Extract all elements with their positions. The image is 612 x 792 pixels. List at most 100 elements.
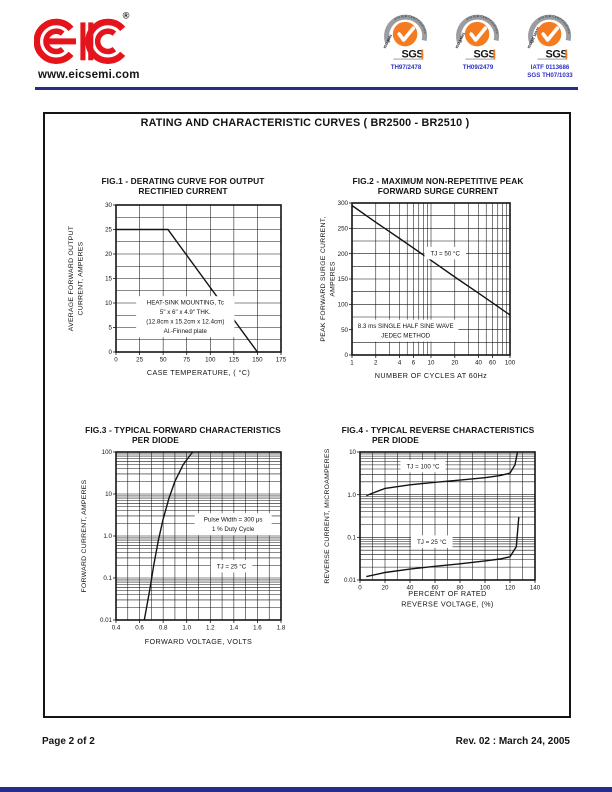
svg-text:0: 0 [345,352,349,359]
svg-text:150: 150 [338,276,349,283]
svg-text:100: 100 [102,449,113,456]
svg-text:FORWARD VOLTAGE, VOLTS: FORWARD VOLTAGE, VOLTS [145,637,252,646]
svg-text:1.0: 1.0 [182,625,191,632]
svg-text:25: 25 [105,227,112,234]
svg-text:1.8: 1.8 [277,625,286,632]
svg-text:CURRENT, AMPERES: CURRENT, AMPERES [78,241,85,315]
svg-text:50: 50 [341,327,348,334]
svg-text:40: 40 [407,585,414,592]
svg-text:8.3 ms SINGLE HALF SINE WAVE: 8.3 ms SINGLE HALF SINE WAVE [358,323,454,330]
svg-text:0.01: 0.01 [344,577,357,584]
svg-text:40: 40 [475,360,482,367]
svg-text:0.6: 0.6 [135,625,144,632]
figure-1: FIG.1 - DERATING CURVE FOR OUTPUT RECTIF… [58,176,308,421]
svg-text:100: 100 [480,585,491,592]
svg-text:REVERSE VOLTAGE, (%): REVERSE VOLTAGE, (%) [401,600,493,609]
figure-4: FIG.4 - TYPICAL REVERSE CHARACTERISTICS … [318,425,558,670]
svg-text:5" x 6" x 4.9" THK.: 5" x 6" x 4.9" THK. [160,309,211,316]
svg-text:10: 10 [428,360,435,367]
fig2-chart: 1 2 4 6 10 20 40 60 100 0 50 100 150 200 250 300 TJ = 50… [320,200,516,380]
svg-text:1.0: 1.0 [103,533,112,540]
svg-text:50: 50 [160,357,167,364]
svg-text:0: 0 [358,585,362,592]
svg-text:120: 120 [505,585,516,592]
svg-text:FORWARD CURRENT, AMPERES: FORWARD CURRENT, AMPERES [81,479,88,592]
figure-3: FIG.3 - TYPICAL FORWARD CHARACTERISTICS … [58,425,308,670]
svg-text:5: 5 [109,325,113,332]
cert-badge: SYSTEM CERTIFICATION ISO 9001 SGS TH97/2478 [374,6,438,80]
svg-text:SGS: SGS [474,49,496,61]
svg-text:80: 80 [457,585,464,592]
svg-text:60: 60 [489,360,496,367]
svg-text:1: 1 [350,360,354,367]
fig1-title-line2: RECTIFIED CURRENT [138,186,228,196]
fig2-title-line2: FORWARD SURGE CURRENT [377,186,499,196]
cert-badge: SYSTEM CERTIFICATION ISO 14001 SGS TH09/247… [446,6,510,80]
figure-2: FIG.2 - MAXIMUM NON-REPETITIVE PEAK FORW… [318,176,558,421]
svg-text:PEAK FORWARD SURGE CURRENT,: PEAK FORWARD SURGE CURRENT, [320,216,327,341]
cert-caption: SGS TH07/1033 [527,72,573,79]
fig4-chart: 0 20 40 60 80 100 120 140 0.01 0.1 1.0 10 TJ = 100 °… [324,448,541,609]
svg-text:1.2: 1.2 [206,625,215,632]
svg-text:0: 0 [109,349,113,356]
svg-text:100: 100 [505,360,516,367]
registered-mark: ® [123,10,130,20]
svg-text:0.1: 0.1 [347,535,356,542]
svg-text:10: 10 [105,491,112,498]
svg-text:125: 125 [229,357,240,364]
svg-text:1.4: 1.4 [230,625,239,632]
svg-text:2: 2 [374,360,378,367]
svg-text:30: 30 [105,202,112,209]
fig4-title-line1: FIG.4 - TYPICAL REVERSE CHARACTERISTICS [341,425,535,435]
data-series [351,204,511,316]
svg-text:100: 100 [205,357,216,364]
svg-text:0.8: 0.8 [159,625,168,632]
check-icon [541,26,560,42]
svg-text:REVERSE CURRENT, MICROAMPERES: REVERSE CURRENT, MICROAMPERES [324,448,331,583]
svg-text:NUMBER OF CYCLES AT 60Hz: NUMBER OF CYCLES AT 60Hz [375,371,487,380]
svg-text:20: 20 [451,360,458,367]
fig1-title-line1: FIG.1 - DERATING CURVE FOR OUTPUT [101,176,265,186]
svg-text:(12.8cm x 15.2cm x 12.4cm): (12.8cm x 15.2cm x 12.4cm) [146,319,224,326]
svg-text:150: 150 [252,357,263,364]
fig2-title-line1: FIG.2 - MAXIMUM NON-REPETITIVE PEAK [352,176,524,186]
svg-text:1 % Duty Cycle: 1 % Duty Cycle [212,526,255,533]
fig3-chart: 0.4 0.6 0.8 1.0 1.2 1.4 1.6 1.8 0.01 0.1 1.0 10 100 P… [81,449,286,646]
svg-text:SGS: SGS [546,49,568,61]
svg-text:0.4: 0.4 [112,625,121,632]
data-series [366,451,519,497]
svg-text:TJ = 25 °C: TJ = 25 °C [217,563,247,570]
svg-text:0.01: 0.01 [100,617,113,624]
svg-text:10: 10 [349,449,356,456]
svg-text:TJ = 100 °C: TJ = 100 °C [407,463,440,470]
svg-text:6: 6 [412,360,416,367]
fig4-title-line2: PER DIODE [372,435,419,445]
cert-badges: SYSTEM CERTIFICATION ISO 9001 SGS TH97/2478… [374,6,582,80]
svg-text:0.1: 0.1 [103,575,112,582]
svg-text:300: 300 [338,200,349,207]
content-box [43,112,571,718]
svg-text:TJ = 50 °C: TJ = 50 °C [430,250,460,257]
page-title: RATING AND CHARACTERISTIC CURVES ( BR250… [140,117,470,129]
svg-text:20: 20 [382,585,389,592]
svg-text:AVERAGE FORWARD OUTPUT: AVERAGE FORWARD OUTPUT [68,226,75,331]
svg-text:AMPERES: AMPERES [330,261,337,297]
svg-text:4: 4 [398,360,402,367]
svg-text:10: 10 [105,300,112,307]
check-icon [397,26,416,42]
eic-logo-icon: ® [33,10,130,64]
fig1-chart: 0 25 50 75 100 125 150 175 0 5 10 15 20 25 30 HEAT-SINK… [68,202,287,377]
svg-text:PERCENT OF RATED: PERCENT OF RATED [408,589,486,598]
svg-text:0: 0 [114,357,118,364]
svg-text:1.0: 1.0 [347,492,356,499]
website-text: www.eicsemi.com [38,69,140,81]
check-icon [469,26,488,42]
header-rule [35,87,578,90]
fig3-title-line1: FIG.3 - TYPICAL FORWARD CHARACTERISTICS [85,425,281,435]
eic-logo: ® [33,8,130,76]
svg-text:175: 175 [276,357,287,364]
svg-text:HEAT-SINK MOUNTING, Tc: HEAT-SINK MOUNTING, Tc [147,300,224,307]
data-series [366,516,520,578]
svg-text:1.6: 1.6 [253,625,262,632]
